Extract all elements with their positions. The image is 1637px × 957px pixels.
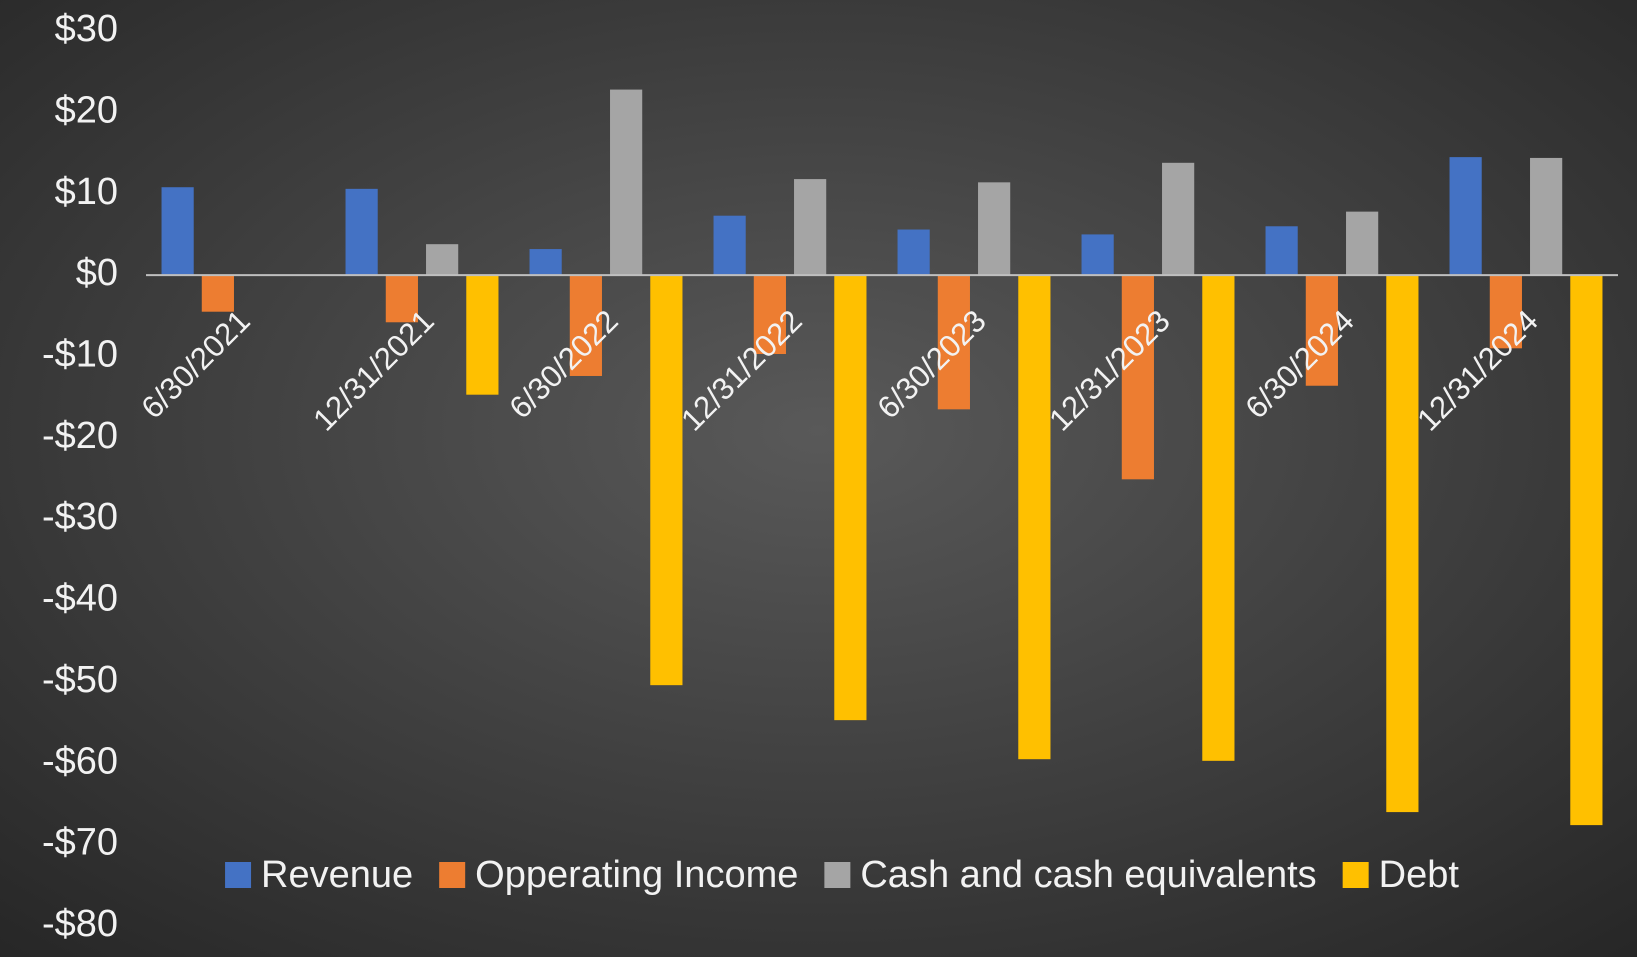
y-tick-label: $20 — [55, 89, 118, 131]
bar — [1121, 275, 1154, 480]
bar — [1386, 275, 1419, 813]
legend-label: Opperating Income — [475, 854, 798, 896]
bar — [713, 215, 746, 276]
legend-swatch — [824, 862, 851, 888]
bar — [385, 275, 418, 323]
bar — [569, 275, 602, 376]
bar — [753, 275, 786, 355]
y-tick-label: -$80 — [42, 903, 118, 945]
bar — [978, 182, 1011, 276]
bar — [345, 188, 378, 276]
bar — [529, 249, 562, 276]
bar — [937, 275, 970, 410]
bar — [650, 275, 683, 686]
y-tick-label: -$10 — [42, 333, 118, 375]
y-tick-label: -$60 — [42, 740, 118, 782]
bar — [834, 275, 867, 721]
legend: Revenue Opperating Income Cash and cash eq… — [225, 854, 1459, 896]
bar — [1530, 157, 1563, 276]
bar — [794, 179, 827, 276]
y-tick-label: -$30 — [42, 496, 118, 538]
bar — [426, 244, 459, 276]
legend-label: Revenue — [261, 854, 413, 896]
bar — [1018, 275, 1051, 760]
bar — [201, 275, 234, 312]
legend-label: Debt — [1379, 854, 1460, 896]
legend-swatch — [1342, 862, 1369, 888]
y-tick-label: -$20 — [42, 415, 118, 457]
bar — [1202, 275, 1235, 761]
bar — [466, 275, 499, 395]
bar — [1162, 162, 1195, 276]
bar — [161, 187, 194, 276]
bar — [1489, 275, 1522, 349]
legend-swatch — [439, 862, 466, 888]
bar — [1449, 157, 1482, 276]
y-tick-label: $10 — [55, 171, 118, 213]
bar — [897, 229, 930, 276]
y-tick-label: -$40 — [42, 578, 118, 620]
bar — [1346, 211, 1379, 276]
legend-label: Cash and cash equivalents — [860, 854, 1316, 896]
bar — [1081, 234, 1114, 276]
bar — [1305, 275, 1338, 386]
y-tick-label: -$50 — [42, 659, 118, 701]
bar — [1570, 275, 1603, 826]
y-tick-label: $0 — [76, 252, 118, 294]
bar — [610, 89, 643, 276]
bar — [1265, 226, 1298, 276]
y-tick-label: -$70 — [42, 822, 118, 864]
y-tick-label: $30 — [55, 8, 118, 50]
legend-swatch — [225, 862, 252, 888]
